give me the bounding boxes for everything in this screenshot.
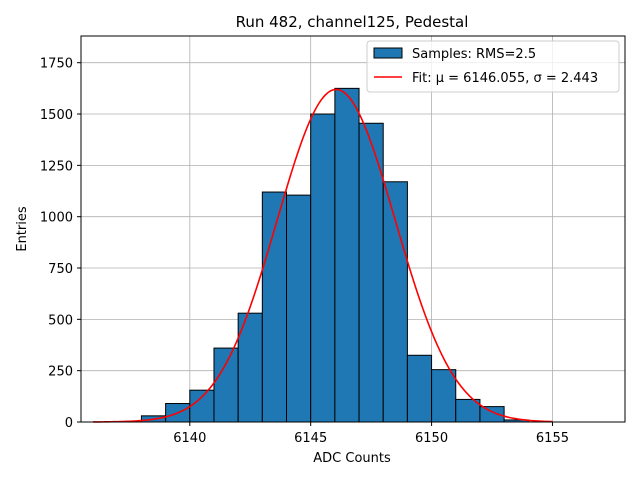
x-tick-label: 6140: [173, 431, 206, 446]
y-tick-label: 500: [48, 313, 73, 328]
histogram-bar: [261, 191, 288, 423]
y-tick-label: 1750: [40, 57, 73, 72]
y-tick-label: 1000: [40, 211, 73, 226]
gaussian-fit: [93, 88, 553, 423]
y-axis-label: Entries: [15, 206, 30, 252]
x-tick-label: 6150: [415, 431, 448, 446]
legend-box: [366, 40, 620, 93]
histogram-bar: [286, 194, 312, 423]
x-axis-label: ADC Counts: [313, 451, 391, 466]
y-tick-label: 0: [65, 416, 73, 431]
plot-frame: [80, 35, 626, 423]
histogram-bars: [140, 87, 529, 423]
legend-swatch-samples: [373, 47, 403, 59]
histogram-bar: [310, 113, 336, 423]
legend-label-samples: Samples: RMS=2.5: [412, 47, 536, 62]
x-axis-ticks: 6140 6145 6150 6155: [173, 422, 569, 446]
chart-title: Run 482, channel125, Pedestal: [236, 13, 469, 31]
y-tick-label: 750: [48, 262, 73, 277]
y-tick-label: 1250: [40, 159, 73, 174]
y-tick-label: 1500: [40, 108, 73, 123]
histogram-bar: [431, 369, 457, 423]
x-tick-label: 6145: [294, 431, 327, 446]
fit-curve: [93, 88, 553, 423]
y-axis-ticks: 0 250 500 750 1000 1250 1500 1750: [40, 57, 81, 431]
x-tick-label: 6155: [536, 431, 569, 446]
histogram-bar: [406, 354, 433, 423]
y-tick-label: 250: [48, 365, 73, 380]
legend: Samples: RMS=2.5 Fit: μ = 6146.055, σ = …: [366, 40, 620, 93]
legend-label-fit: Fit: μ = 6146.055, σ = 2.443: [412, 71, 598, 86]
histogram-bar: [334, 87, 360, 423]
histogram-bar: [213, 347, 239, 423]
histogram-bar: [189, 389, 215, 423]
